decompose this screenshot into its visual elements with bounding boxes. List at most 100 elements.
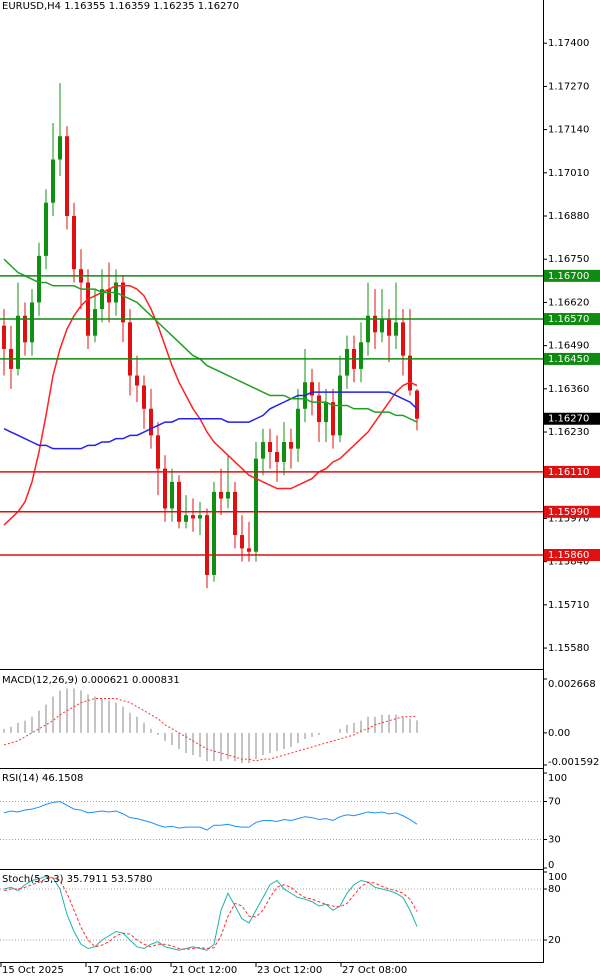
candle-body <box>16 315 20 369</box>
level-label: 1.16110 <box>548 467 589 478</box>
y-tick-label: 0 <box>548 860 554 871</box>
candle-body <box>184 515 188 522</box>
y-tick-label: 100 <box>548 872 567 883</box>
y-tick-label: -0.001592 <box>548 757 599 768</box>
time-label: 23 Oct 12:00 <box>257 965 322 976</box>
level-label: 1.15990 <box>548 507 589 518</box>
candle-body <box>324 402 328 423</box>
y-tick-label: 0.00 <box>548 728 570 739</box>
candle-body <box>23 315 27 343</box>
candle-body <box>2 325 6 349</box>
candle-body <box>261 442 265 459</box>
candle-body <box>366 315 370 343</box>
candle-body <box>205 515 209 575</box>
candle-body <box>30 302 34 343</box>
candle-body <box>170 481 174 509</box>
last-price-label: 1.16270 <box>548 414 589 425</box>
candle-body <box>275 451 279 462</box>
candle-body <box>415 390 419 419</box>
y-tick-label: 1.15970 <box>548 513 589 524</box>
y-tick-label: 30 <box>548 835 561 846</box>
y-tick-label: 20 <box>548 935 561 946</box>
candle-body <box>212 491 216 575</box>
last-price-bg <box>544 412 600 425</box>
y-tick-label: 100 <box>548 773 567 784</box>
panel-title: EURUSD,H4 1.16355 1.16359 1.16235 1.1627… <box>2 1 239 12</box>
candle-body <box>317 395 321 423</box>
y-tick-label: 1.15710 <box>548 600 589 611</box>
candle-body <box>65 136 69 217</box>
candle-body <box>247 548 251 552</box>
level-label-bg <box>544 549 600 562</box>
y-tick-label: 1.16360 <box>548 384 589 395</box>
candle-body <box>387 319 391 336</box>
candle-body <box>198 515 202 519</box>
level-label: 1.15860 <box>548 550 589 561</box>
candle-body <box>100 289 104 310</box>
candle-body <box>191 515 195 519</box>
candle-body <box>121 282 125 323</box>
candle-body <box>128 322 132 376</box>
time-label: 17 Oct 16:00 <box>87 965 152 976</box>
candle-body <box>268 442 272 452</box>
panel-title: RSI(14) 46.1508 <box>2 773 83 784</box>
candle-body <box>359 342 363 369</box>
candle-body <box>219 491 223 499</box>
candle-body <box>156 435 160 469</box>
candle-body <box>51 159 55 203</box>
y-tick-label: 1.16230 <box>548 427 589 438</box>
candle-body <box>44 202 48 256</box>
candle-body <box>149 408 153 436</box>
y-tick-label: 1.17140 <box>548 125 589 136</box>
y-tick-label: 1.17010 <box>548 168 589 179</box>
y-tick-label: 1.15580 <box>548 643 589 654</box>
y-tick-label: 1.16880 <box>548 211 589 222</box>
candle-body <box>345 348 349 376</box>
candle-body <box>331 402 335 436</box>
level-label-bg <box>544 465 600 478</box>
macd-signal <box>3 698 418 762</box>
level-label: 1.16570 <box>548 314 589 325</box>
panel-title: Stoch(5,3,3) 35.7911 53.5780 <box>2 874 153 885</box>
y-tick-label: 70 <box>548 797 561 808</box>
moving-average <box>3 258 418 423</box>
y-tick-label: 1.16490 <box>548 341 589 352</box>
moving-average <box>3 285 418 526</box>
candle-body <box>254 458 258 552</box>
candle-body <box>107 289 111 303</box>
time-label: 27 Oct 08:00 <box>342 965 407 976</box>
y-tick-label: 1.15840 <box>548 557 589 568</box>
candle-body <box>296 408 300 449</box>
candle-body <box>58 136 62 160</box>
time-label: 21 Oct 12:00 <box>172 965 237 976</box>
level-label-bg <box>544 505 600 518</box>
candle-body <box>86 282 90 336</box>
candle-body <box>394 322 398 336</box>
candle-body <box>37 255 41 303</box>
level-label-bg <box>544 352 600 365</box>
candle-body <box>233 491 237 536</box>
y-tick-label: 1.16620 <box>548 297 589 308</box>
candle-body <box>310 382 314 396</box>
candle-body <box>226 491 230 499</box>
level-label: 1.16450 <box>548 354 589 365</box>
panel-frame <box>0 0 544 963</box>
panel-title: MACD(12,26,9) 0.000621 0.000831 <box>2 675 180 686</box>
candle-body <box>135 375 139 386</box>
indicator-line <box>3 875 418 951</box>
y-tick-label: 1.16750 <box>548 254 589 265</box>
candle-body <box>93 309 97 336</box>
y-tick-label: 1.17400 <box>548 38 589 49</box>
candle-body <box>408 355 412 391</box>
candle-body <box>142 385 146 409</box>
moving-average <box>3 391 418 450</box>
y-tick-label: 1.17270 <box>548 81 589 92</box>
candle-body <box>282 442 286 462</box>
time-label: 15 Oct 2025 <box>2 965 64 976</box>
candle-body <box>177 481 181 522</box>
level-label-bg <box>544 269 600 282</box>
candle-body <box>240 535 244 549</box>
y-tick-label: 0.002668 <box>548 679 596 690</box>
